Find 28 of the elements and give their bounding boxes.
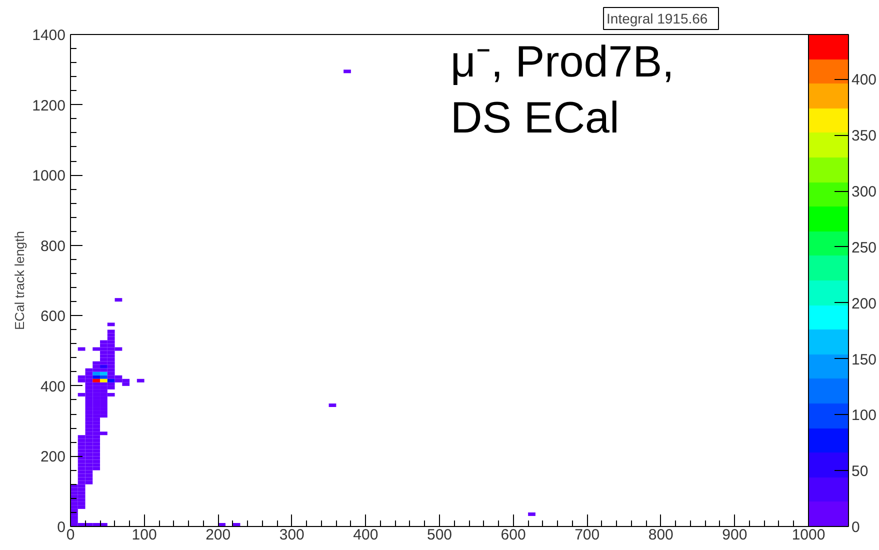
y-tick-label: 1400 xyxy=(32,27,66,44)
text: μ⁻, Prod7B, DS ECal xyxy=(450,38,674,142)
text: Integral 1915.66 xyxy=(606,10,708,26)
y-tick-label: 200 xyxy=(40,448,66,466)
color-bar-label: 100 xyxy=(852,407,877,424)
x-tick-label: 100 xyxy=(132,526,157,544)
y-tick-label: 600 xyxy=(40,308,66,326)
x-tick-label: 900 xyxy=(722,526,748,544)
color-bar-label: 350 xyxy=(852,128,877,145)
y-tick-label: 1200 xyxy=(32,97,66,114)
x-tick-label: 500 xyxy=(426,526,452,544)
x-tick-label: 800 xyxy=(648,526,674,544)
color-bar-label: 250 xyxy=(852,239,877,256)
x-tick-label: 300 xyxy=(279,526,304,544)
color-bar-label: 200 xyxy=(852,295,877,312)
y-tick-label: 800 xyxy=(40,238,66,255)
x-tick-label: 200 xyxy=(206,526,231,544)
color-bar-label: 50 xyxy=(852,463,868,480)
color-bar-label: 150 xyxy=(852,351,877,368)
y-tick-label: 1000 xyxy=(32,168,66,185)
x-tick-label: 1000 xyxy=(792,526,826,544)
y-tick-label: 400 xyxy=(40,378,66,396)
y-axis-title: ECal track length xyxy=(12,230,28,330)
x-tick-label: 400 xyxy=(353,526,378,544)
x-tick-label: 600 xyxy=(500,526,526,544)
color-bar-label: 400 xyxy=(852,72,877,89)
color-bar-label: 300 xyxy=(852,184,877,201)
x-tick-label: 700 xyxy=(574,526,600,544)
